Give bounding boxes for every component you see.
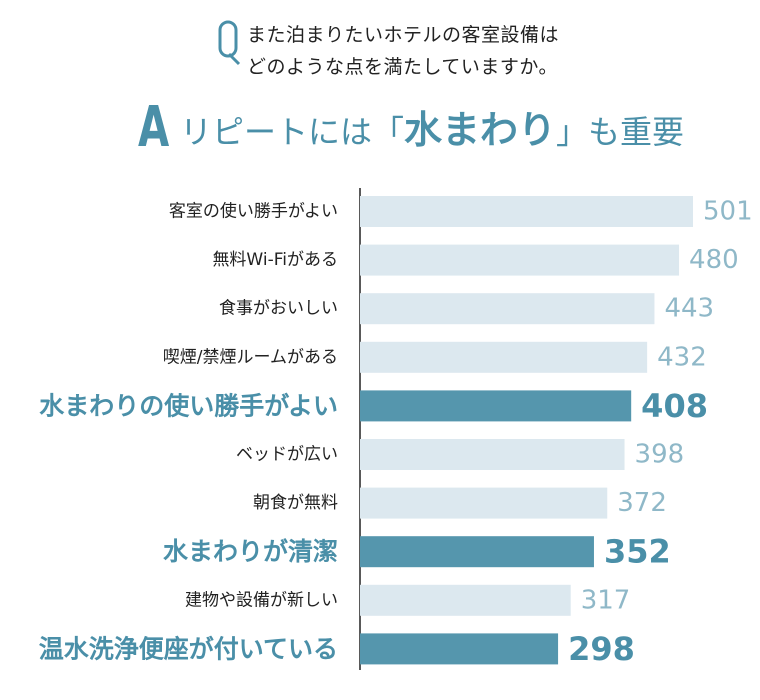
answer-block: A リピートには「水まわり」も重要 [138, 98, 698, 166]
question-block: また泊まりたいホテルの客室設備は どのような点を満たしていますか。 [217, 12, 637, 84]
answer-suffix: 」も重要 [556, 113, 685, 151]
bar-8 [360, 584, 571, 616]
value-label-7: 352 [604, 533, 671, 571]
value-label-2: 443 [664, 294, 714, 324]
category-label-2: 食事がおいしい [219, 299, 338, 319]
bar-0 [360, 196, 693, 227]
a-letter: A [138, 95, 170, 160]
category-label-1: 無料Wi-Fiがある [212, 250, 338, 270]
value-label-9: 298 [568, 630, 635, 668]
q-letter-icon [218, 20, 241, 66]
bar-6 [360, 487, 608, 519]
value-label-5: 398 [635, 440, 685, 470]
category-label-3: 喫煙/禁煙ルームがある [163, 347, 338, 367]
answer-highlight: 水まわり [404, 108, 557, 152]
answer-prefix: リピートには「 [180, 113, 405, 151]
bar-1 [360, 244, 680, 276]
question-line-2: どのような点を満たしていますか。 [247, 56, 559, 78]
value-label-0: 501 [703, 197, 753, 227]
category-label-9: 温水洗浄便座が付いている [39, 634, 338, 663]
category-label-4: 水まわりの使い勝手がよい [39, 391, 338, 420]
category-label-7: 水まわりが清潔 [163, 537, 338, 566]
bar-9 [360, 633, 559, 665]
bar-2 [360, 293, 655, 325]
answer-headline: リピートには「水まわり」も重要 [180, 108, 684, 154]
category-label-0: 客室の使い勝手がよい [169, 201, 338, 222]
question-line-1: また泊まりたいホテルの客室設備は [247, 24, 560, 46]
value-label-8: 317 [581, 585, 631, 615]
bar-7 [360, 536, 594, 568]
bar-5 [360, 439, 625, 470]
bar-3 [360, 341, 648, 373]
category-label-5: ベッドが広い [236, 445, 338, 465]
category-label-8: 建物や設備が新しい [185, 590, 338, 610]
value-label-3: 432 [657, 342, 707, 372]
category-label-6: 朝食が無料 [253, 493, 338, 513]
value-label-6: 372 [617, 488, 667, 518]
value-label-1: 480 [689, 245, 739, 275]
value-label-4: 408 [641, 387, 708, 425]
bar-chart: 客室の使い勝手がよい 501 無料Wi-Fiがある 480 食事がおいしい 443 喫煙/禁… [39, 188, 753, 670]
bar-4 [360, 390, 632, 422]
